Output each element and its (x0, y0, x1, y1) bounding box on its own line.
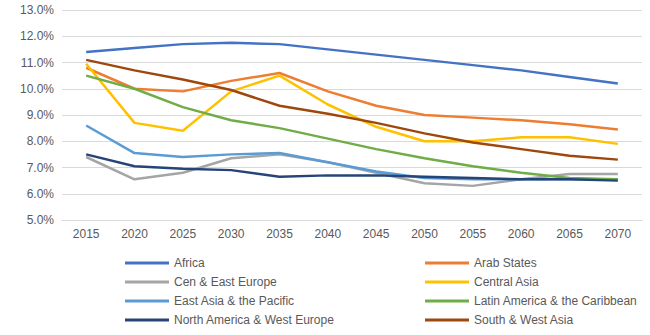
svg-text:Central Asia: Central Asia (474, 275, 539, 289)
svg-text:8.0%: 8.0% (27, 134, 55, 148)
svg-text:10.0%: 10.0% (20, 82, 54, 96)
svg-text:2050: 2050 (411, 227, 438, 241)
svg-text:Arab States: Arab States (474, 256, 537, 270)
svg-text:11.0%: 11.0% (21, 56, 54, 70)
svg-text:2030: 2030 (218, 227, 245, 241)
svg-text:6.0%: 6.0% (27, 187, 55, 201)
svg-text:North America & West Europe: North America & West Europe (174, 313, 334, 327)
svg-text:2025: 2025 (169, 227, 196, 241)
svg-text:13.0%: 13.0% (20, 3, 54, 17)
svg-text:12.0%: 12.0% (20, 29, 54, 43)
svg-text:2045: 2045 (363, 227, 390, 241)
svg-text:9.0%: 9.0% (27, 108, 55, 122)
svg-text:2070: 2070 (604, 227, 631, 241)
svg-text:2040: 2040 (314, 227, 341, 241)
svg-text:2055: 2055 (459, 227, 486, 241)
svg-text:5.0%: 5.0% (27, 213, 55, 227)
svg-text:East Asia & the Pacific: East Asia & the Pacific (174, 294, 294, 308)
svg-text:2020: 2020 (121, 227, 148, 241)
svg-text:7.0%: 7.0% (27, 161, 55, 175)
svg-text:2065: 2065 (556, 227, 583, 241)
svg-text:2060: 2060 (508, 227, 535, 241)
svg-text:Latin America & the Caribbean: Latin America & the Caribbean (474, 294, 637, 308)
svg-text:Africa: Africa (174, 256, 205, 270)
svg-text:2015: 2015 (73, 227, 100, 241)
svg-text:2035: 2035 (266, 227, 293, 241)
svg-text:Cen & East Europe: Cen & East Europe (174, 275, 277, 289)
svg-text:South & West Asia: South & West Asia (474, 313, 573, 327)
